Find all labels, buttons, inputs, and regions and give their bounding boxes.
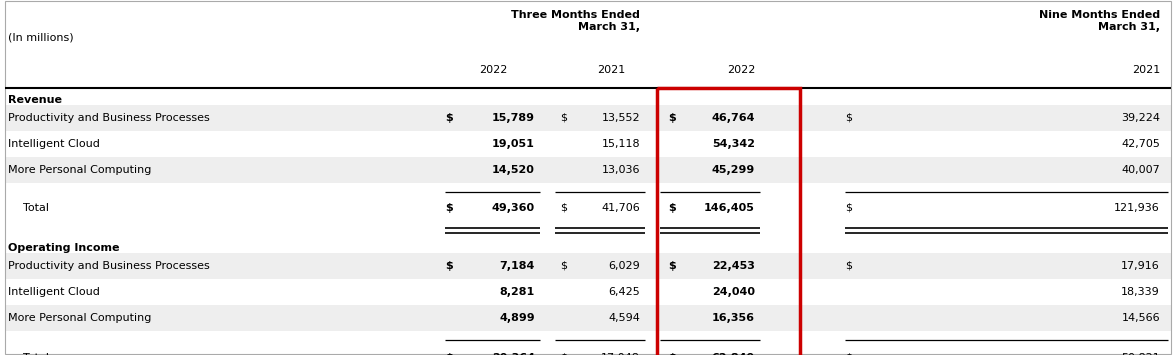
Text: Productivity and Business Processes: Productivity and Business Processes bbox=[8, 261, 209, 271]
Text: 8,281: 8,281 bbox=[500, 287, 535, 297]
Text: 20,364: 20,364 bbox=[492, 353, 535, 355]
Bar bbox=[5, 105, 1171, 131]
Text: 46,764: 46,764 bbox=[711, 113, 755, 123]
Text: 15,118: 15,118 bbox=[601, 139, 640, 149]
Text: $: $ bbox=[846, 113, 851, 123]
Text: 62,849: 62,849 bbox=[711, 353, 755, 355]
Text: 42,705: 42,705 bbox=[1121, 139, 1160, 149]
Text: Revenue: Revenue bbox=[8, 95, 62, 105]
Text: Nine Months Ended
March 31,: Nine Months Ended March 31, bbox=[1038, 10, 1160, 32]
Text: 15,789: 15,789 bbox=[492, 113, 535, 123]
Text: 13,036: 13,036 bbox=[601, 165, 640, 175]
Text: 17,916: 17,916 bbox=[1121, 261, 1160, 271]
Bar bbox=[5, 131, 1171, 157]
Text: 40,007: 40,007 bbox=[1121, 165, 1160, 175]
Text: Three Months Ended
March 31,: Three Months Ended March 31, bbox=[512, 10, 640, 32]
Bar bbox=[5, 157, 1171, 183]
Bar bbox=[5, 195, 1171, 221]
Text: More Personal Computing: More Personal Computing bbox=[8, 313, 152, 323]
Text: 4,899: 4,899 bbox=[500, 313, 535, 323]
Text: 13,552: 13,552 bbox=[601, 113, 640, 123]
Text: $: $ bbox=[846, 353, 851, 355]
Text: $: $ bbox=[668, 261, 676, 271]
Text: 2022: 2022 bbox=[727, 65, 755, 75]
Text: Intelligent Cloud: Intelligent Cloud bbox=[8, 287, 100, 297]
Text: 14,520: 14,520 bbox=[492, 165, 535, 175]
Text: 2022: 2022 bbox=[480, 65, 508, 75]
Text: Operating Income: Operating Income bbox=[8, 243, 120, 253]
Text: 146,405: 146,405 bbox=[704, 203, 755, 213]
Text: 14,566: 14,566 bbox=[1122, 313, 1160, 323]
Bar bbox=[5, 131, 1171, 157]
Bar bbox=[5, 105, 1171, 131]
Text: 49,360: 49,360 bbox=[492, 203, 535, 213]
Text: $: $ bbox=[846, 261, 851, 271]
Bar bbox=[5, 309, 1171, 335]
Text: Intelligent Cloud: Intelligent Cloud bbox=[8, 139, 100, 149]
Text: 4,594: 4,594 bbox=[608, 313, 640, 323]
Text: $: $ bbox=[560, 203, 567, 213]
Text: $: $ bbox=[560, 261, 567, 271]
Text: Total: Total bbox=[24, 203, 49, 213]
Text: 18,339: 18,339 bbox=[1121, 287, 1160, 297]
Bar bbox=[5, 279, 1171, 305]
Bar bbox=[5, 305, 1171, 331]
Text: $: $ bbox=[560, 353, 567, 355]
Text: 41,706: 41,706 bbox=[601, 203, 640, 213]
Text: Total: Total bbox=[24, 353, 49, 355]
Text: $: $ bbox=[445, 113, 453, 123]
Text: $: $ bbox=[445, 353, 453, 355]
Text: 45,299: 45,299 bbox=[711, 165, 755, 175]
Text: 6,425: 6,425 bbox=[608, 287, 640, 297]
Bar bbox=[5, 157, 1171, 183]
Text: $: $ bbox=[668, 203, 676, 213]
Text: 7,184: 7,184 bbox=[500, 261, 535, 271]
Text: 24,040: 24,040 bbox=[711, 287, 755, 297]
Text: 2021: 2021 bbox=[596, 65, 624, 75]
Text: (In millions): (In millions) bbox=[8, 33, 74, 43]
Text: 50,821: 50,821 bbox=[1121, 353, 1160, 355]
Text: 22,453: 22,453 bbox=[713, 261, 755, 271]
Text: 6,029: 6,029 bbox=[608, 261, 640, 271]
Text: Productivity and Business Processes: Productivity and Business Processes bbox=[8, 113, 209, 123]
Text: 19,051: 19,051 bbox=[492, 139, 535, 149]
Text: 54,342: 54,342 bbox=[711, 139, 755, 149]
Text: More Personal Computing: More Personal Computing bbox=[8, 165, 152, 175]
Bar bbox=[5, 305, 1171, 331]
Bar bbox=[5, 279, 1171, 305]
Text: 16,356: 16,356 bbox=[711, 313, 755, 323]
Text: $: $ bbox=[846, 203, 851, 213]
Bar bbox=[5, 253, 1171, 279]
Text: $: $ bbox=[445, 261, 453, 271]
Text: 17,048: 17,048 bbox=[601, 353, 640, 355]
Bar bbox=[5, 253, 1171, 279]
Text: 39,224: 39,224 bbox=[1121, 113, 1160, 123]
Text: 2021: 2021 bbox=[1131, 65, 1160, 75]
Text: $: $ bbox=[668, 353, 676, 355]
Text: 121,936: 121,936 bbox=[1114, 203, 1160, 213]
Bar bbox=[5, 195, 1171, 221]
Text: $: $ bbox=[445, 203, 453, 213]
Text: $: $ bbox=[668, 113, 676, 123]
Bar bbox=[657, 88, 800, 355]
Bar bbox=[5, 345, 1171, 355]
Text: $: $ bbox=[560, 113, 567, 123]
